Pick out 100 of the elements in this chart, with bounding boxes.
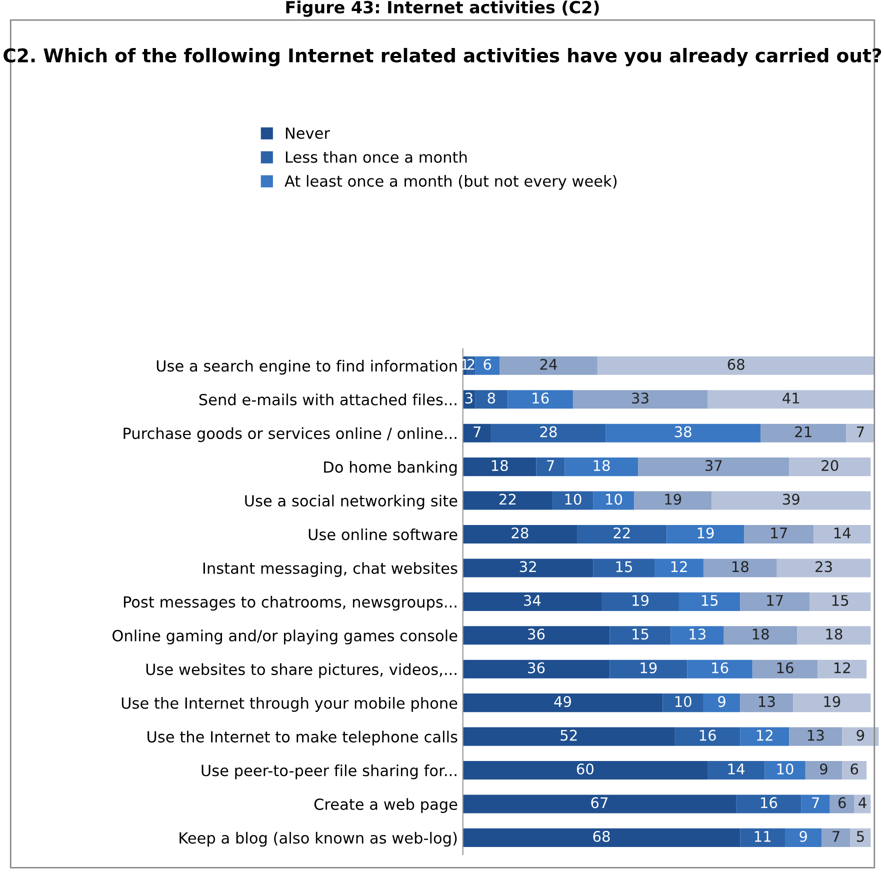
bar (634, 491, 712, 510)
data-label: 36 (528, 628, 545, 640)
bar (462, 558, 594, 578)
data-label: 10 (606, 494, 622, 505)
bar (678, 592, 740, 611)
data-label: 52 (560, 730, 577, 741)
data-label: 17 (767, 595, 783, 606)
data-label: 8 (488, 392, 496, 404)
y-tick-label: Create a web page (314, 798, 458, 813)
data-label: 28 (512, 527, 528, 538)
y-tick-label: Do home banking (324, 461, 457, 476)
bar (536, 458, 565, 476)
bar (462, 727, 675, 746)
bar (462, 424, 492, 442)
bar (818, 660, 867, 678)
y-tick-label: Use online software (308, 528, 458, 540)
data-label: 36 (528, 662, 545, 674)
bar (597, 356, 875, 375)
data-label: 19 (698, 527, 714, 538)
data-label: 9 (718, 696, 726, 708)
data-label: 19 (824, 696, 840, 708)
legend-label: At least once a month (but not every week) (284, 175, 617, 190)
data-label: 7 (857, 426, 864, 438)
bar (797, 626, 871, 645)
data-label: 15 (832, 595, 848, 606)
bar (854, 794, 871, 814)
data-label: 16 (761, 797, 778, 808)
bar (462, 760, 708, 780)
y-tick-label: Online gaming and/or playing games console (112, 630, 458, 644)
data-label: 33 (632, 392, 648, 404)
bar (740, 727, 790, 746)
bar (842, 727, 879, 746)
y-tick-label: Use the Internet through your mobile phone (122, 697, 458, 712)
data-label: 22 (614, 527, 630, 538)
bar (830, 794, 854, 814)
data-label: 2 (467, 358, 474, 370)
bar (610, 660, 688, 678)
legend-label: Less than once a month (286, 151, 467, 163)
bar (475, 356, 500, 375)
data-label: 13 (690, 628, 706, 640)
data-label: 6 (838, 797, 846, 808)
bar (805, 760, 842, 780)
data-label: 9 (856, 730, 864, 741)
bar (606, 424, 761, 442)
bar (462, 592, 602, 611)
data-label: 60 (576, 763, 594, 774)
y-tick-label: Use a search engine to find information (156, 360, 457, 375)
bar (814, 524, 871, 544)
data-label: 15 (616, 561, 632, 572)
data-label: 7 (474, 426, 481, 438)
y-tick-label: Send e-mails with attached files... (199, 394, 456, 406)
data-label: 7 (832, 831, 840, 842)
bar (462, 694, 663, 712)
y-tick-label: Keep a blog (also known as web-log) (180, 832, 457, 847)
data-label: 13 (758, 696, 775, 708)
bar (666, 524, 744, 544)
data-label: 19 (632, 594, 648, 606)
data-label: 10 (565, 494, 582, 505)
data-label: 32 (520, 561, 536, 572)
legend-label: Never (286, 128, 330, 139)
bar (703, 694, 740, 712)
data-label: 12 (834, 662, 850, 674)
data-label: 9 (800, 830, 807, 842)
data-label: 10 (675, 696, 692, 708)
bar (708, 760, 765, 780)
data-label: 37 (705, 460, 722, 472)
data-label: 6 (850, 763, 858, 774)
data-label: 28 (540, 426, 557, 438)
data-label: 14 (728, 764, 745, 774)
y-tick-label: Purchase goods or services online / online... (124, 427, 456, 442)
data-label: 17 (771, 528, 787, 538)
bar (740, 828, 786, 847)
bar (552, 491, 594, 510)
data-label: 18 (492, 460, 508, 472)
bar (662, 694, 704, 712)
bar (670, 626, 724, 645)
data-label: 12 (756, 730, 772, 741)
bar (809, 592, 871, 611)
caption: Figure 43: Internet activities (C2) (286, 0, 599, 17)
bar (744, 524, 814, 544)
data-label: 20 (822, 460, 838, 472)
bar (703, 558, 777, 578)
data-label: 16 (777, 662, 794, 674)
data-label: 18 (732, 561, 748, 572)
bar (572, 390, 708, 409)
bar (752, 660, 818, 678)
bar (822, 828, 850, 847)
data-label: 3 (465, 392, 472, 404)
bar (760, 424, 846, 442)
data-label: 12 (671, 561, 687, 572)
data-label: 68 (593, 830, 610, 842)
data-label: 34 (524, 594, 541, 606)
data-label: 16 (532, 392, 549, 404)
data-label: 7 (547, 460, 554, 471)
bar (475, 390, 508, 409)
bar (712, 491, 871, 510)
y-tick-label: Instant messaging, chat websites (203, 562, 458, 577)
data-label: 15 (632, 628, 648, 640)
bar (462, 626, 610, 645)
data-label: 21 (795, 426, 812, 438)
